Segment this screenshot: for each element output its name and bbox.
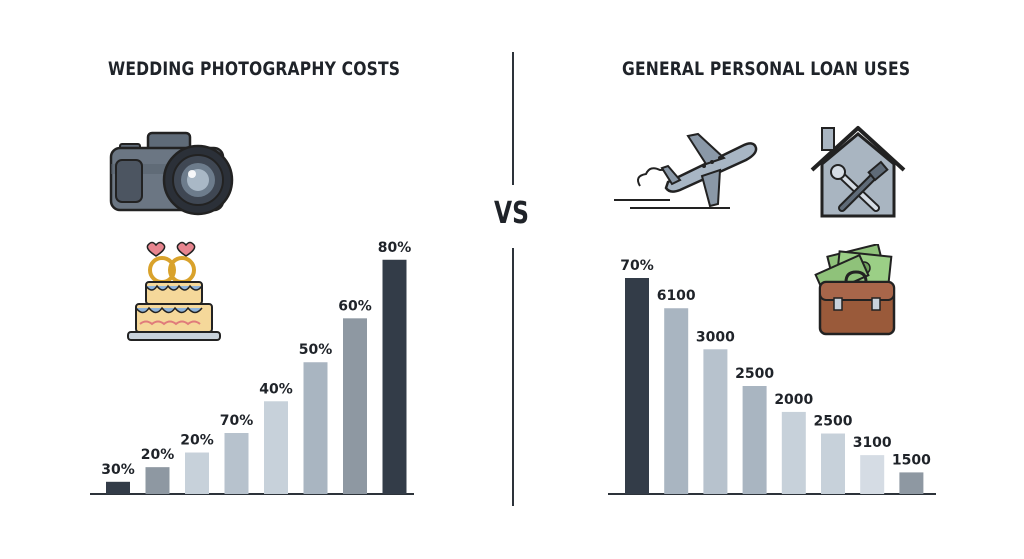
right-panel-title: GENERAL PERSONAL LOAN USES [622,58,911,80]
chart-2-bar [860,455,885,494]
chart-1-bar-label: 30% [101,462,135,478]
chart-2-bar-label: 2000 [774,392,813,408]
chart-2-bar-label: 3100 [853,435,892,451]
chart-1-bar [303,362,328,494]
divider-top [512,52,514,185]
chart-1-bar-label: 60% [338,298,372,314]
chart-1-bar [106,481,130,494]
chart-2-bar-label: 2500 [814,414,853,430]
chart-1-bar [185,452,209,494]
briefcase-money-icon [814,244,896,336]
chart-1-bar-label: 40% [259,381,293,397]
wedding-cake-icon [127,241,221,341]
chart-1-bar [382,259,407,494]
chart-2-bar-label: 3000 [696,329,735,345]
chart-1-bar-label: 80% [378,240,412,256]
chart-1-bar-label: 20% [141,447,175,463]
airplane-icon [614,132,758,209]
chart-2-bar [703,349,728,494]
chart-1-bar [343,318,367,494]
left-panel-title: WEDDING PHOTOGRAPHY COSTS [108,58,401,80]
chart-1-bar-label: 70% [220,413,254,429]
chart-2-bar-label: 6100 [657,288,696,304]
chart-2-bar-label: 1500 [892,452,931,468]
chart-1-bar [145,467,170,494]
chart-2-bar [625,278,649,494]
chart-2-bar [742,386,767,494]
vs-label: VS [494,196,529,231]
house-repair-icon [810,126,906,218]
divider-bottom [512,248,514,506]
chart-1-bar [264,401,288,494]
chart-1-bar [224,433,249,494]
chart-2-bar-label: 2500 [735,366,774,382]
chart-2-bar [781,411,806,494]
chart-2-bar-label: 70% [620,258,654,274]
chart-1-bar-label: 50% [299,342,333,358]
chart-1-bar-label: 20% [180,433,214,449]
camera-icon [109,131,234,216]
chart-2-bar [821,433,845,494]
chart-2-bar [899,472,924,494]
chart-2-bar [664,308,689,494]
